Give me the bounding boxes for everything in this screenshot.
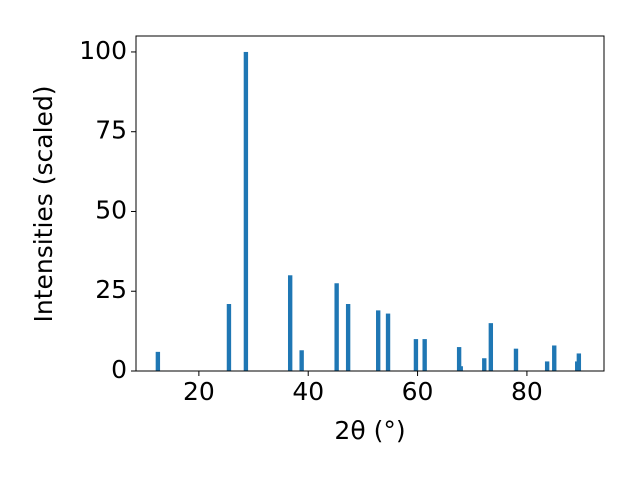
bar xyxy=(422,339,427,371)
y-axis-label: Intensities (scaled) xyxy=(29,85,58,322)
bar xyxy=(299,350,304,371)
bar xyxy=(482,358,487,371)
x-tick-label: 40 xyxy=(292,377,324,406)
bar xyxy=(385,313,391,371)
bar xyxy=(345,304,351,371)
y-tick-label: 50 xyxy=(95,195,127,224)
bar xyxy=(456,347,462,371)
bar xyxy=(458,366,463,371)
bar xyxy=(544,361,550,371)
bar xyxy=(513,348,519,371)
plot-frame xyxy=(135,35,605,372)
y-tick-label: 100 xyxy=(79,36,127,65)
bar xyxy=(488,323,494,371)
bar xyxy=(155,351,161,371)
y-tick-label: 0 xyxy=(111,355,127,384)
y-tick-label: 75 xyxy=(95,116,127,145)
bar xyxy=(334,283,339,371)
x-tick-label: 80 xyxy=(511,377,543,406)
bar xyxy=(226,304,232,371)
x-tick-label: 60 xyxy=(402,377,434,406)
x-axis-label: 2θ (°) xyxy=(334,416,405,445)
bar xyxy=(287,275,293,371)
x-tick-label: 20 xyxy=(183,377,215,406)
bar xyxy=(413,339,419,371)
bar xyxy=(552,345,557,371)
y-tick-label: 25 xyxy=(95,275,127,304)
bar xyxy=(376,310,381,371)
bar xyxy=(576,353,582,371)
bar xyxy=(243,51,249,371)
